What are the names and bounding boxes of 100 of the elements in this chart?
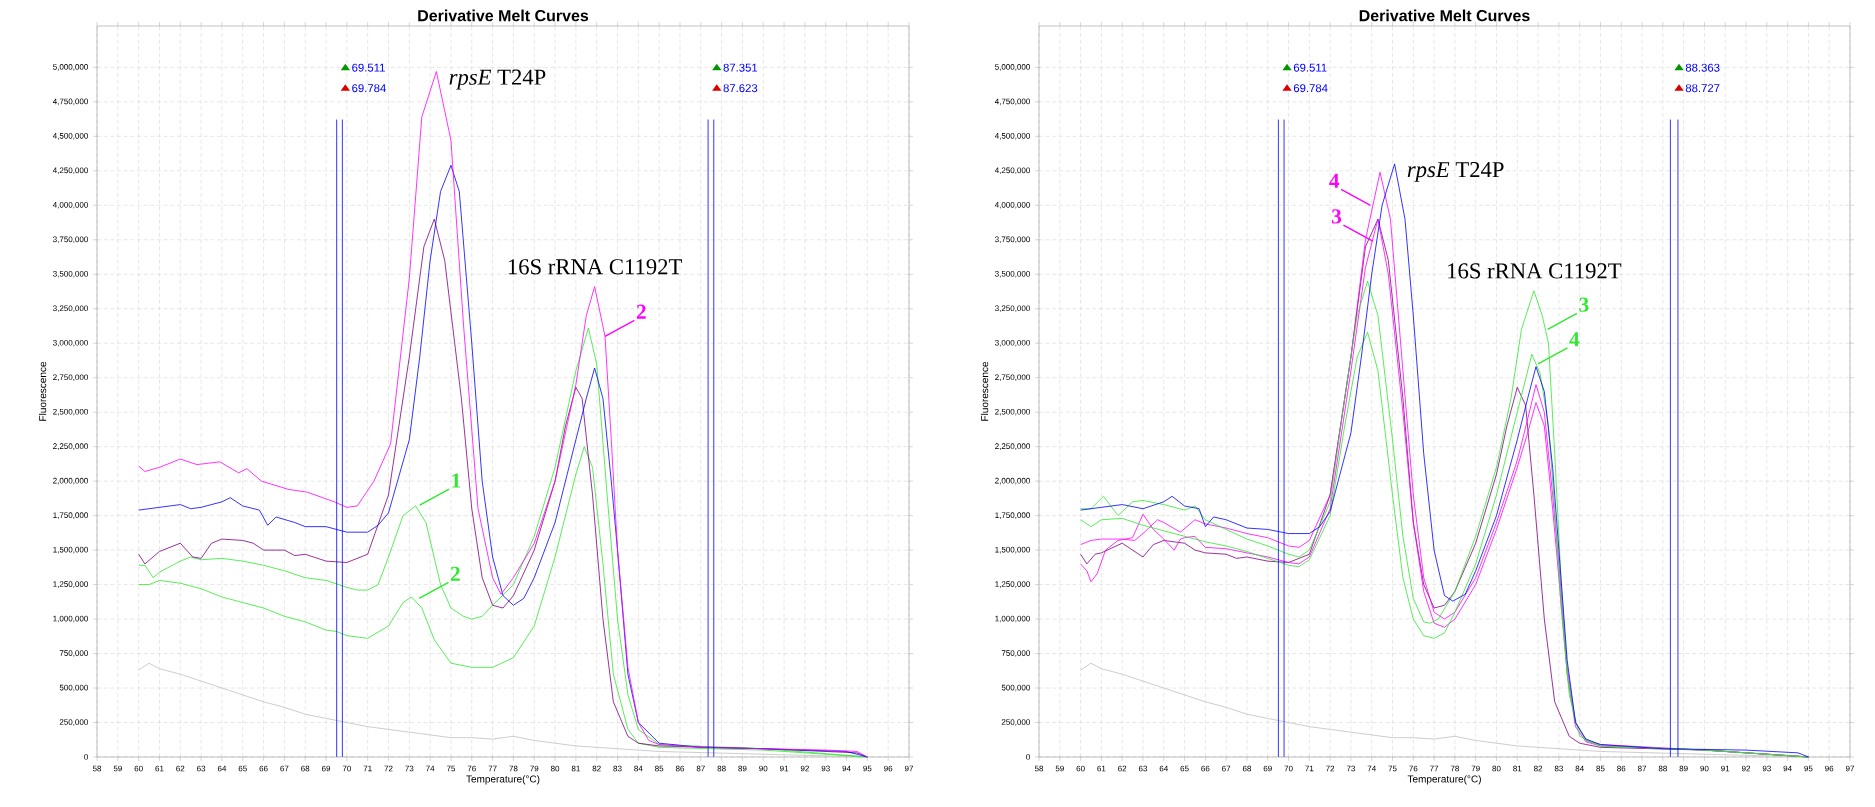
x-tick-label: 65 bbox=[1180, 765, 1189, 772]
ref-line-label: 69.511 bbox=[1293, 63, 1327, 72]
x-tick-label: 88 bbox=[717, 765, 726, 772]
x-tick-label: 61 bbox=[1097, 765, 1106, 772]
x-tick-label: 58 bbox=[92, 765, 102, 772]
y-tick-label: 2,750,000 bbox=[995, 374, 1030, 381]
x-tick-label: 68 bbox=[301, 765, 310, 772]
y-tick-label: 1,750,000 bbox=[53, 512, 88, 519]
x-tick-label: 72 bbox=[1326, 765, 1335, 772]
y-tick-label: 3,750,000 bbox=[53, 236, 88, 244]
x-tick-label: 91 bbox=[1721, 765, 1730, 772]
x-tick-label: 77 bbox=[1430, 765, 1439, 772]
ref-line-label: 69.784 bbox=[1293, 84, 1328, 93]
y-tick-label: 500,000 bbox=[59, 684, 88, 692]
x-tick-label: 62 bbox=[1118, 765, 1127, 772]
x-tick-label: 94 bbox=[842, 765, 851, 772]
x-axis-title: Temperature(°C) bbox=[1407, 775, 1481, 785]
x-tick-label: 73 bbox=[1346, 765, 1356, 772]
x-tick-label: 92 bbox=[1741, 765, 1751, 772]
annotation: 3 bbox=[1579, 297, 1589, 312]
y-tick-label: 2,500,000 bbox=[995, 408, 1030, 416]
x-tick-label: 67 bbox=[280, 765, 289, 772]
y-tick-label: 3,750,000 bbox=[995, 236, 1030, 244]
ref-line-label: 87.351 bbox=[723, 63, 758, 72]
y-tick-label: 3,250,000 bbox=[995, 305, 1030, 313]
x-tick-label: 64 bbox=[1159, 765, 1168, 772]
x-tick-label: 70 bbox=[342, 765, 351, 772]
y-tick-label: 4,250,000 bbox=[52, 167, 88, 175]
x-tick-label: 97 bbox=[1845, 765, 1855, 772]
y-tick-label: 250,000 bbox=[1001, 719, 1030, 726]
y-tick-label: 4,250,000 bbox=[994, 167, 1030, 175]
x-tick-label: 68 bbox=[1242, 765, 1252, 772]
x-tick-label: 87 bbox=[696, 765, 705, 772]
x-tick-label: 85 bbox=[1596, 765, 1605, 772]
annotation: 3 bbox=[1331, 209, 1342, 224]
y-tick-label: 2,250,000 bbox=[53, 443, 88, 450]
x-tick-label: 97 bbox=[904, 765, 914, 772]
x-tick-label: 75 bbox=[1388, 765, 1397, 772]
x-tick-label: 93 bbox=[821, 765, 830, 772]
x-tick-label: 76 bbox=[467, 765, 476, 772]
y-tick-label: 1,500,000 bbox=[995, 546, 1030, 554]
x-tick-label: 80 bbox=[1492, 765, 1501, 772]
ref-line-label: 87.623 bbox=[723, 84, 758, 93]
x-tick-label: 82 bbox=[1533, 765, 1543, 772]
x-tick-label: 73 bbox=[405, 765, 414, 772]
y-tick-label: 1,250,000 bbox=[53, 581, 88, 588]
y-tick-label: 3,000,000 bbox=[995, 339, 1030, 347]
y-tick-label: 2,500,000 bbox=[53, 408, 88, 416]
x-tick-label: 86 bbox=[675, 765, 685, 772]
x-tick-label: 59 bbox=[1055, 765, 1064, 772]
x-tick-label: 80 bbox=[550, 765, 560, 772]
x-tick-label: 64 bbox=[217, 765, 227, 772]
y-tick-label: 2,250,000 bbox=[995, 443, 1030, 450]
x-axis-title: Temperature(°C) bbox=[466, 775, 540, 785]
y-tick-label: 4,750,000 bbox=[52, 98, 88, 106]
y-tick-label: 750,000 bbox=[1001, 650, 1030, 657]
chart-title: Derivative Melt Curves bbox=[1359, 9, 1530, 22]
x-tick-label: 61 bbox=[155, 765, 164, 772]
y-tick-label: 4,750,000 bbox=[994, 98, 1030, 106]
x-tick-label: 86 bbox=[1617, 765, 1626, 772]
y-tick-label: 1,750,000 bbox=[995, 512, 1030, 519]
x-tick-label: 58 bbox=[1034, 765, 1044, 772]
y-tick-label: 2,000,000 bbox=[995, 477, 1030, 485]
chart-title: Derivative Melt Curves bbox=[418, 9, 589, 22]
x-tick-label: 63 bbox=[1138, 765, 1148, 772]
y-tick-label: 2,750,000 bbox=[53, 374, 88, 381]
annotation: 16S rRNA C1192T bbox=[1448, 263, 1622, 279]
annotation: rpsE T24P bbox=[1407, 162, 1504, 182]
annotation: 4 bbox=[1569, 332, 1580, 347]
annotation: 16S rRNA C1192T bbox=[508, 259, 682, 275]
x-tick-label: 85 bbox=[655, 765, 664, 772]
y-axis-title: Fluorescence bbox=[980, 361, 989, 421]
y-tick-label: 250,000 bbox=[59, 719, 88, 726]
x-tick-label: 69 bbox=[321, 765, 331, 772]
y-tick-label: 5,000,000 bbox=[53, 64, 88, 71]
x-tick-label: 84 bbox=[1575, 765, 1584, 772]
y-axis-title: Fluorescence bbox=[38, 361, 47, 421]
ref-line-label: 88.363 bbox=[1685, 63, 1720, 72]
ref-line-label: 69.511 bbox=[352, 63, 385, 72]
x-tick-label: 65 bbox=[238, 765, 247, 772]
x-tick-label: 89 bbox=[1679, 765, 1688, 772]
y-tick-label: 5,000,000 bbox=[995, 64, 1030, 71]
x-tick-label: 71 bbox=[363, 765, 372, 772]
x-tick-label: 81 bbox=[1513, 765, 1522, 772]
annotation: 2 bbox=[636, 304, 646, 319]
x-tick-label: 60 bbox=[1076, 765, 1085, 772]
x-tick-label: 95 bbox=[1804, 765, 1813, 772]
x-tick-label: 81 bbox=[571, 765, 580, 772]
ref-line-label: 88.727 bbox=[1685, 84, 1720, 93]
y-tick-label: 750,000 bbox=[59, 650, 88, 657]
x-tick-label: 75 bbox=[446, 765, 456, 772]
y-tick-label: 0 bbox=[84, 754, 88, 760]
y-tick-label: 1,500,000 bbox=[53, 546, 88, 554]
y-tick-label: 0 bbox=[1026, 754, 1030, 760]
y-tick-label: 3,000,000 bbox=[53, 339, 88, 347]
x-tick-label: 74 bbox=[426, 765, 435, 772]
x-tick-label: 59 bbox=[113, 765, 122, 772]
x-tick-label: 69 bbox=[1263, 765, 1272, 772]
x-tick-label: 77 bbox=[488, 765, 497, 772]
x-tick-label: 87 bbox=[1637, 765, 1647, 772]
